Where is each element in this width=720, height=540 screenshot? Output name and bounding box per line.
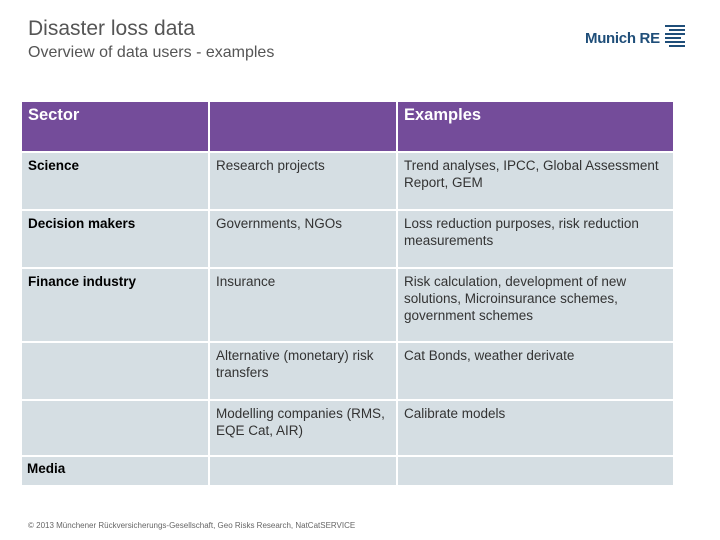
examples-cell: Calibrate models <box>398 401 673 455</box>
sector-cell <box>22 401 208 455</box>
users-cell: Governments, NGOs <box>210 211 396 267</box>
examples-cell: Cat Bonds, weather derivate <box>398 343 673 399</box>
sector-cell: Decision makers <box>22 211 208 267</box>
table-row: Alternative (monetary) risk transfers Ca… <box>22 343 673 399</box>
table-row: Science Research projects Trend analyses… <box>22 153 673 209</box>
users-cell: Insurance <box>210 269 396 341</box>
table-header-row: Sector Examples <box>22 102 673 151</box>
header-examples: Examples <box>398 102 673 151</box>
users-cell <box>210 457 396 485</box>
page-subtitle: Overview of data users - examples <box>28 44 274 62</box>
sector-cell <box>22 343 208 399</box>
sector-cell: Science <box>22 153 208 209</box>
table-row: Finance industry Insurance Risk calculat… <box>22 269 673 341</box>
slide-header: Disaster loss data Overview of data user… <box>0 0 720 100</box>
page-title: Disaster loss data <box>28 17 195 41</box>
examples-cell <box>398 457 673 485</box>
table-row <box>22 457 673 485</box>
sector-cell: Finance industry <box>22 269 208 341</box>
logo-text: Munich RE <box>585 30 660 47</box>
users-cell: Research projects <box>210 153 396 209</box>
sector-media-label: Media <box>27 461 65 476</box>
examples-cell: Risk calculation, development of new sol… <box>398 269 673 341</box>
examples-cell: Trend analyses, IPCC, Global Assessment … <box>398 153 673 209</box>
users-cell: Alternative (monetary) risk transfers <box>210 343 396 399</box>
table-row: Modelling companies (RMS, EQE Cat, AIR) … <box>22 401 673 455</box>
munich-re-logo-icon <box>665 24 685 53</box>
copyright-footer: © 2013 Münchener Rückversicherungs-Gesel… <box>28 521 355 530</box>
header-users <box>210 102 396 151</box>
header-sector: Sector <box>22 102 208 151</box>
examples-cell: Loss reduction purposes, risk reduction … <box>398 211 673 267</box>
data-users-table: Sector Examples Science Research project… <box>20 100 675 487</box>
users-cell: Modelling companies (RMS, EQE Cat, AIR) <box>210 401 396 455</box>
munich-re-logo: Munich RE <box>585 26 685 50</box>
table-row: Decision makers Governments, NGOs Loss r… <box>22 211 673 267</box>
